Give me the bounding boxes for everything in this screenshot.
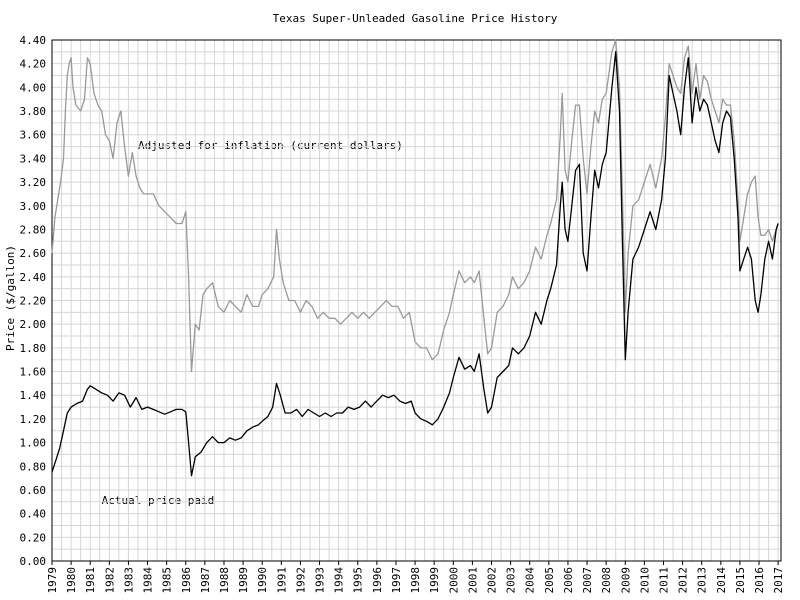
x-tick-label: 2017 <box>772 567 785 594</box>
x-tick-label: 1990 <box>256 567 269 594</box>
x-tick-label: 2002 <box>486 567 499 594</box>
x-tick-label: 1991 <box>275 567 288 594</box>
x-tick-label: 2016 <box>753 567 766 594</box>
x-tick-label: 1989 <box>237 567 250 594</box>
y-tick-label: 0.60 <box>20 484 47 497</box>
y-tick-label: 3.60 <box>20 129 47 142</box>
y-tick-label: 2.60 <box>20 247 47 260</box>
y-tick-label: 4.00 <box>20 81 47 94</box>
x-tick-label: 1993 <box>314 567 327 594</box>
x-tick-label: 2003 <box>505 567 518 594</box>
y-tick-label: 3.20 <box>20 176 47 189</box>
x-tick-label: 1998 <box>409 567 422 594</box>
x-tick-label: 1996 <box>371 567 384 594</box>
y-tick-label: 1.20 <box>20 413 47 426</box>
x-tick-label: 1983 <box>122 567 135 594</box>
x-tick-label: 2013 <box>696 567 709 594</box>
y-tick-label: 1.00 <box>20 437 47 450</box>
actual-price-line <box>51 51 779 477</box>
x-tick-label: 2011 <box>657 567 670 594</box>
x-tick-label: 1994 <box>333 567 346 594</box>
x-tick-label: 1986 <box>180 567 193 594</box>
x-tick-label: 1987 <box>199 567 212 594</box>
y-tick-label: 1.60 <box>20 366 47 379</box>
chart-title: Texas Super-Unleaded Gasoline Price Hist… <box>272 12 558 25</box>
inflation-adjusted-price-line <box>51 39 779 373</box>
x-tick-label: 1982 <box>103 567 116 594</box>
x-tick-label: 1980 <box>65 567 78 594</box>
y-tick-label: 1.80 <box>20 342 47 355</box>
x-tick-label: 1981 <box>84 567 97 594</box>
x-tick-label: 1992 <box>294 567 307 594</box>
x-tick-label: 2009 <box>619 567 632 594</box>
y-tick-label: 0.40 <box>20 508 47 521</box>
x-tick-label: 1997 <box>390 567 403 594</box>
x-tick-label: 2006 <box>562 567 575 594</box>
x-tick-label: 2007 <box>581 567 594 594</box>
y-tick-label: 2.80 <box>20 223 47 236</box>
x-tick-label: 2000 <box>447 567 460 594</box>
y-tick-label: 4.20 <box>20 58 47 71</box>
y-tick-label: 3.80 <box>20 105 47 118</box>
x-tick-label: 2008 <box>600 567 613 594</box>
x-tick-label: 2004 <box>524 567 537 594</box>
x-tick-label: 1995 <box>352 567 365 594</box>
plot-area <box>51 39 782 562</box>
y-tick-label: 3.40 <box>20 152 47 165</box>
y-tick-label: 1.40 <box>20 389 47 402</box>
x-tick-label: 1984 <box>142 567 155 594</box>
y-tick-label: 0.20 <box>20 531 47 544</box>
inflation-adjusted-annotation: Adjusted for inflation (current dollars) <box>137 138 403 152</box>
x-tick-label: 1999 <box>428 567 441 594</box>
x-tick-label: 2014 <box>715 567 728 594</box>
x-tick-label: 2005 <box>543 567 556 594</box>
x-tick-label: 1988 <box>218 567 231 594</box>
y-tick-label: 2.20 <box>20 295 47 308</box>
y-tick-label: 0.00 <box>20 555 47 568</box>
y-tick-label: 0.80 <box>20 460 47 473</box>
y-tick-label: 4.40 <box>20 34 47 47</box>
x-tick-label: 1985 <box>161 567 174 594</box>
y-tick-label: 2.00 <box>20 318 47 331</box>
x-tick-label: 2012 <box>677 567 690 594</box>
x-tick-label: 2015 <box>734 567 747 594</box>
x-tick-label: 2001 <box>466 567 479 594</box>
x-tick-label: 2010 <box>638 567 651 594</box>
y-tick-label: 2.40 <box>20 271 47 284</box>
y-tick-label: 3.00 <box>20 200 47 213</box>
x-tick-label: 1979 <box>46 567 59 594</box>
